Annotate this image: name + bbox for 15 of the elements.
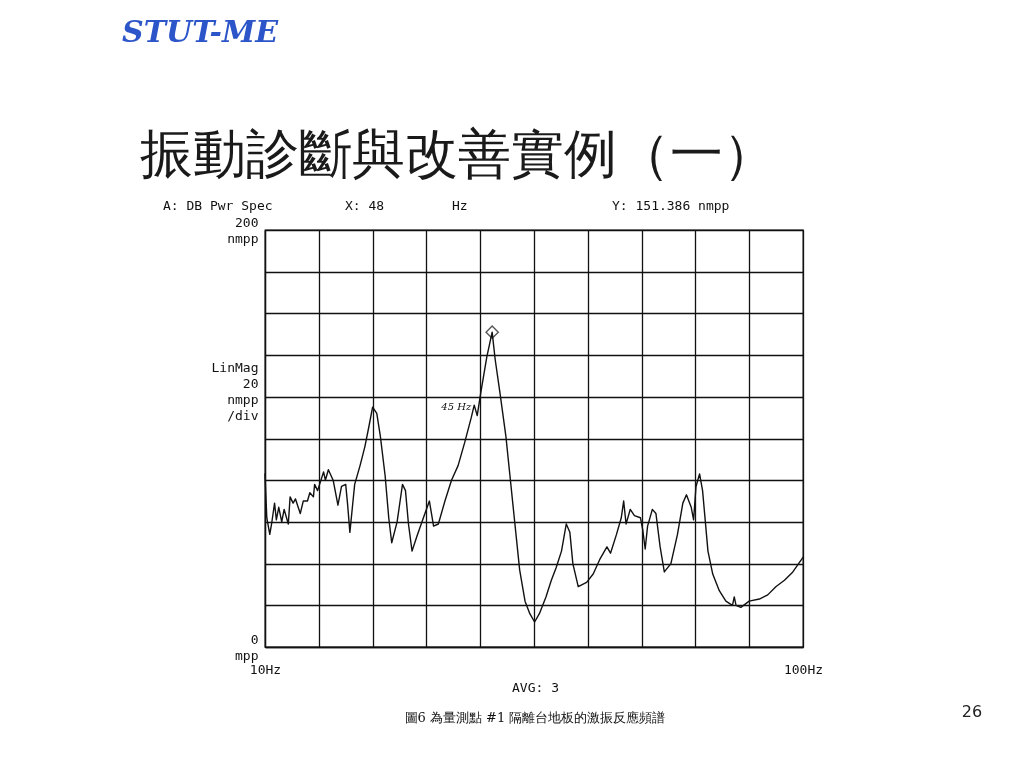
text: Y: 151.386 nmpp	[612, 198, 730, 213]
annotation: 45 Hz	[440, 401, 472, 413]
y-tick-label: 0 mpp	[235, 631, 259, 663]
y-tick-label: 200 nmpp	[227, 214, 259, 246]
text: A: DB Pwr Spec	[163, 198, 273, 213]
text: STUT-ME	[122, 14, 280, 49]
chart-title: 振動診斷與改善實例（一）	[140, 123, 776, 184]
text: Hz	[452, 198, 468, 213]
text: 26	[961, 702, 983, 721]
x-tick-label: 10Hz	[249, 661, 282, 677]
caption: 圖6 為量測點 #1 隔離台地板的激振反應頻譜	[404, 710, 666, 725]
y-axis-title: LinMag 20 nmpp /div	[211, 359, 259, 423]
text: X: 48	[345, 198, 385, 213]
x-tick-label: 100Hz	[783, 661, 824, 677]
text: AVG: 3	[512, 680, 559, 695]
